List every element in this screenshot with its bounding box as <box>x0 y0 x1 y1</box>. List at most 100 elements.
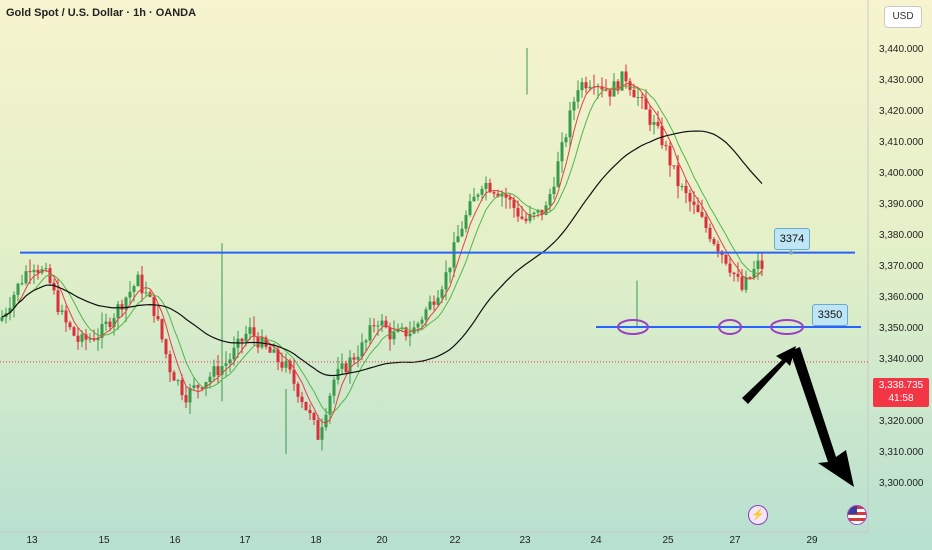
y-tick-label: 3,390.000 <box>879 199 924 210</box>
candle-body <box>444 272 448 290</box>
candle-body <box>44 268 48 270</box>
candle-body <box>544 205 548 215</box>
lightning-icon[interactable]: ⚡ <box>748 505 768 525</box>
candle-body <box>32 269 36 273</box>
candle-body <box>416 323 420 328</box>
y-tick-label: 3,320.000 <box>879 416 924 427</box>
candle-body <box>712 239 716 244</box>
candle-body <box>104 321 108 325</box>
us-flag-icon[interactable] <box>847 505 867 525</box>
candle-body <box>128 291 132 298</box>
level-touch-marker <box>617 319 649 335</box>
last-price-tag: 3,338.735 41:58 <box>873 378 929 407</box>
candle-body <box>728 263 732 273</box>
candle-body <box>232 347 236 360</box>
candle-body <box>396 328 400 332</box>
candle-body <box>312 413 316 420</box>
candle-body <box>668 145 672 166</box>
candle-body <box>488 182 492 193</box>
candle-body <box>332 379 336 396</box>
annotation-3374[interactable]: 3374 <box>774 228 810 250</box>
candle-body <box>624 71 628 82</box>
bar-countdown: 41:58 <box>888 393 914 404</box>
annotation-3350[interactable]: 3350 <box>812 304 848 326</box>
candle-body <box>664 145 668 147</box>
candle-body <box>500 194 504 197</box>
annotation-3350-label: 3350 <box>817 309 843 321</box>
candle-body <box>324 414 328 428</box>
currency-selector[interactable]: USD <box>884 6 922 28</box>
candle-body <box>432 301 436 305</box>
candle-body <box>480 188 484 195</box>
candle-body <box>368 325 372 341</box>
candle-body <box>528 214 532 221</box>
candle-body <box>568 110 572 138</box>
x-tick-label: 22 <box>449 535 461 546</box>
candle-body <box>552 186 556 195</box>
candle-body <box>284 360 288 368</box>
x-tick-label: 15 <box>98 535 110 546</box>
candle-body <box>564 137 568 143</box>
up-arrow <box>742 346 796 404</box>
candle-body <box>740 276 744 290</box>
candle-body <box>696 204 700 213</box>
candle-body <box>160 319 164 340</box>
candle-body <box>440 289 444 298</box>
candle-body <box>604 89 608 91</box>
candle-body <box>192 385 196 388</box>
candle-body <box>212 366 216 377</box>
candle-body <box>576 90 580 102</box>
candle-body <box>208 376 212 383</box>
y-tick-label: 3,400.000 <box>879 168 924 179</box>
candle-body <box>120 304 124 310</box>
candle-body <box>692 201 696 205</box>
candle-body <box>88 338 92 340</box>
candle-body <box>496 193 500 197</box>
y-tick-label: 3,340.000 <box>879 354 924 365</box>
candle-body <box>716 243 720 252</box>
candle-body <box>648 109 652 125</box>
candle-body <box>336 368 340 380</box>
candle-body <box>420 319 424 324</box>
candle-body <box>96 337 100 341</box>
moving-average-black <box>1 130 763 377</box>
candle-body <box>484 182 488 189</box>
candle-body <box>308 410 312 414</box>
candle-body <box>48 268 52 283</box>
x-tick-label: 27 <box>729 535 741 546</box>
candle-body <box>676 165 680 187</box>
candle-body <box>556 161 560 187</box>
candle-body <box>288 360 292 370</box>
down-arrow <box>790 347 854 487</box>
candle-body <box>76 335 80 342</box>
candle-body <box>132 286 136 292</box>
candle-body <box>252 327 256 337</box>
candle-body <box>640 97 644 99</box>
candle-body <box>100 324 104 338</box>
candle-body <box>596 86 600 88</box>
candle-body <box>304 401 308 411</box>
candle-body <box>0 317 4 321</box>
candle-body <box>548 194 552 206</box>
x-tick-label: 23 <box>519 535 531 546</box>
candle-body <box>468 201 472 216</box>
x-tick-label: 18 <box>310 535 322 546</box>
candle-body <box>492 192 496 194</box>
candle-body <box>344 363 348 372</box>
candle-body <box>392 331 396 340</box>
candle-body <box>460 228 464 237</box>
candle-body <box>464 215 468 229</box>
candle-body <box>708 227 712 240</box>
candle-body <box>276 349 280 362</box>
candle-body <box>60 310 64 313</box>
candle-body <box>296 383 300 397</box>
candle-body <box>652 122 656 125</box>
candle-body <box>620 71 624 91</box>
candle-body <box>156 315 160 320</box>
candle-body <box>68 322 72 328</box>
candle-body <box>372 325 376 327</box>
candle-body <box>84 334 88 340</box>
candle-body <box>12 294 16 308</box>
